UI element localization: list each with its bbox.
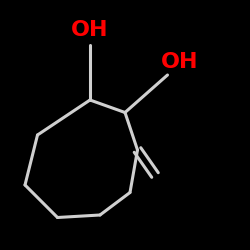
- Text: OH: OH: [71, 20, 109, 40]
- Text: OH: OH: [161, 52, 199, 72]
